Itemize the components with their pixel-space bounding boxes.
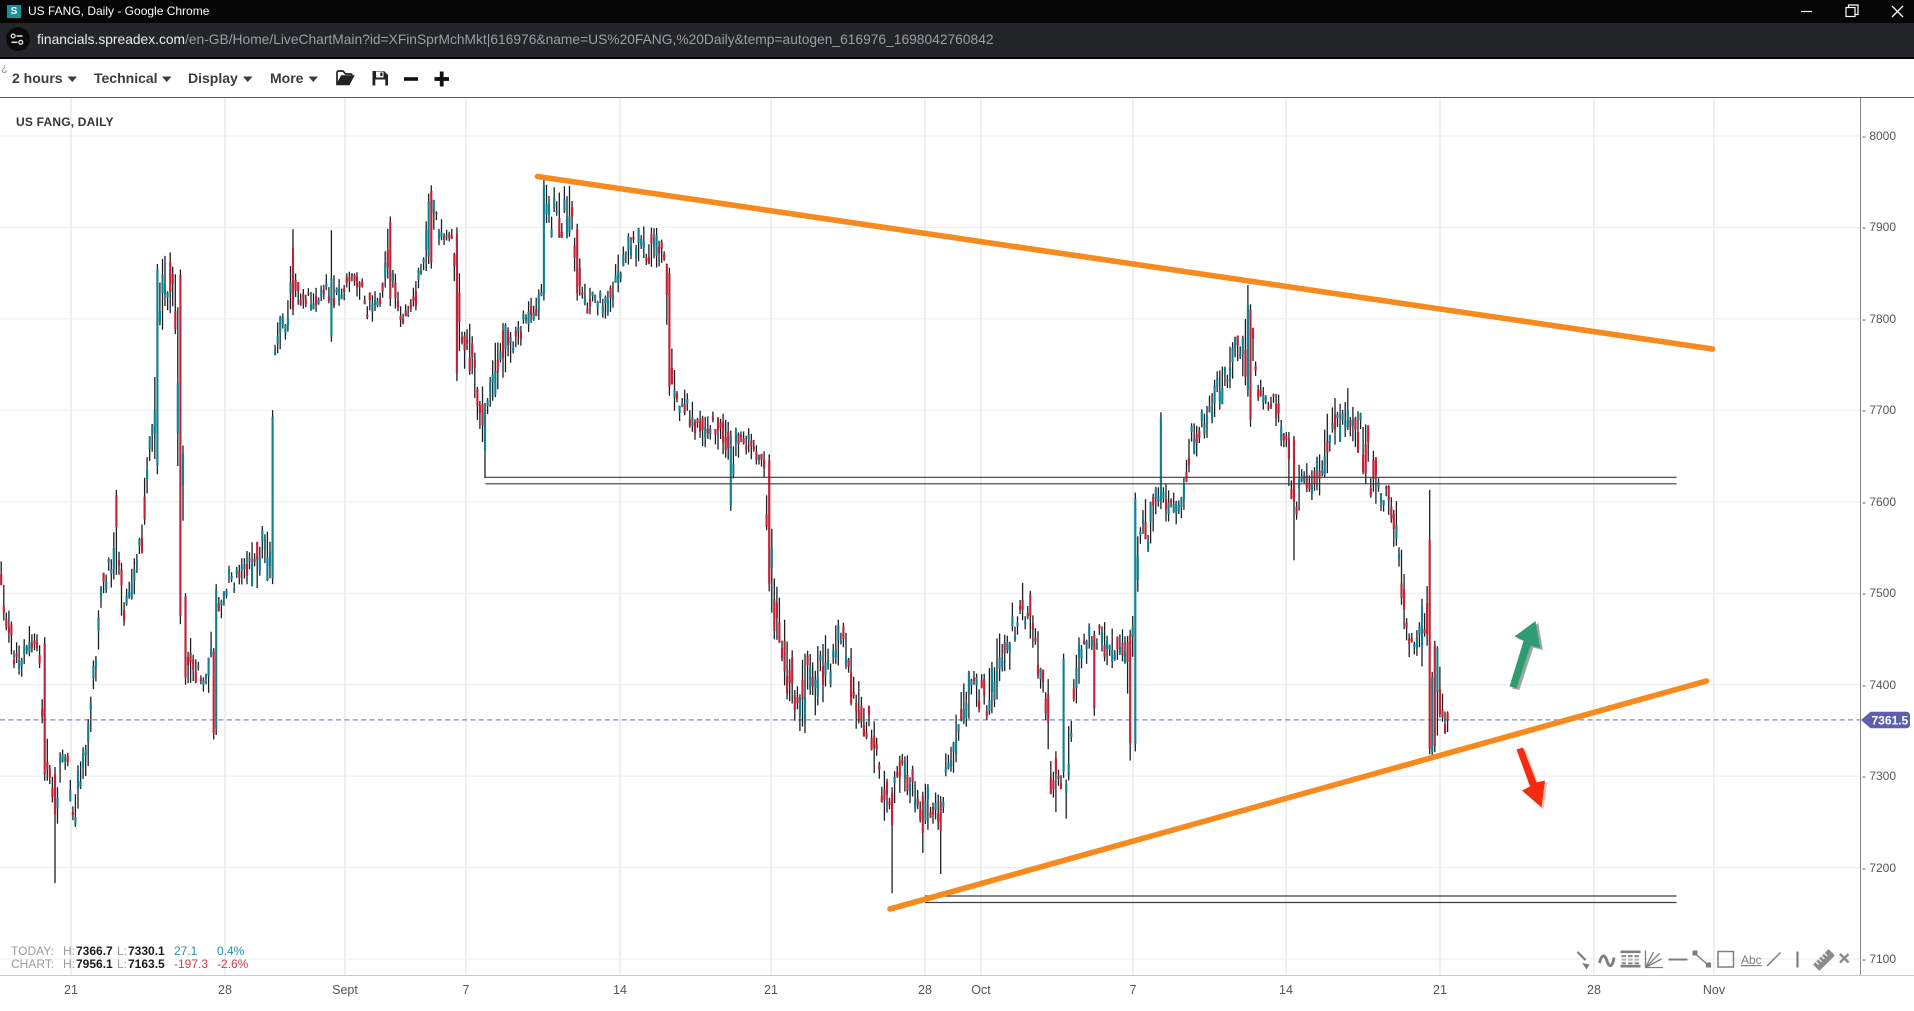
svg-text:Abc: Abc bbox=[1741, 953, 1762, 967]
svg-text:7361.5: 7361.5 bbox=[1872, 713, 1909, 727]
